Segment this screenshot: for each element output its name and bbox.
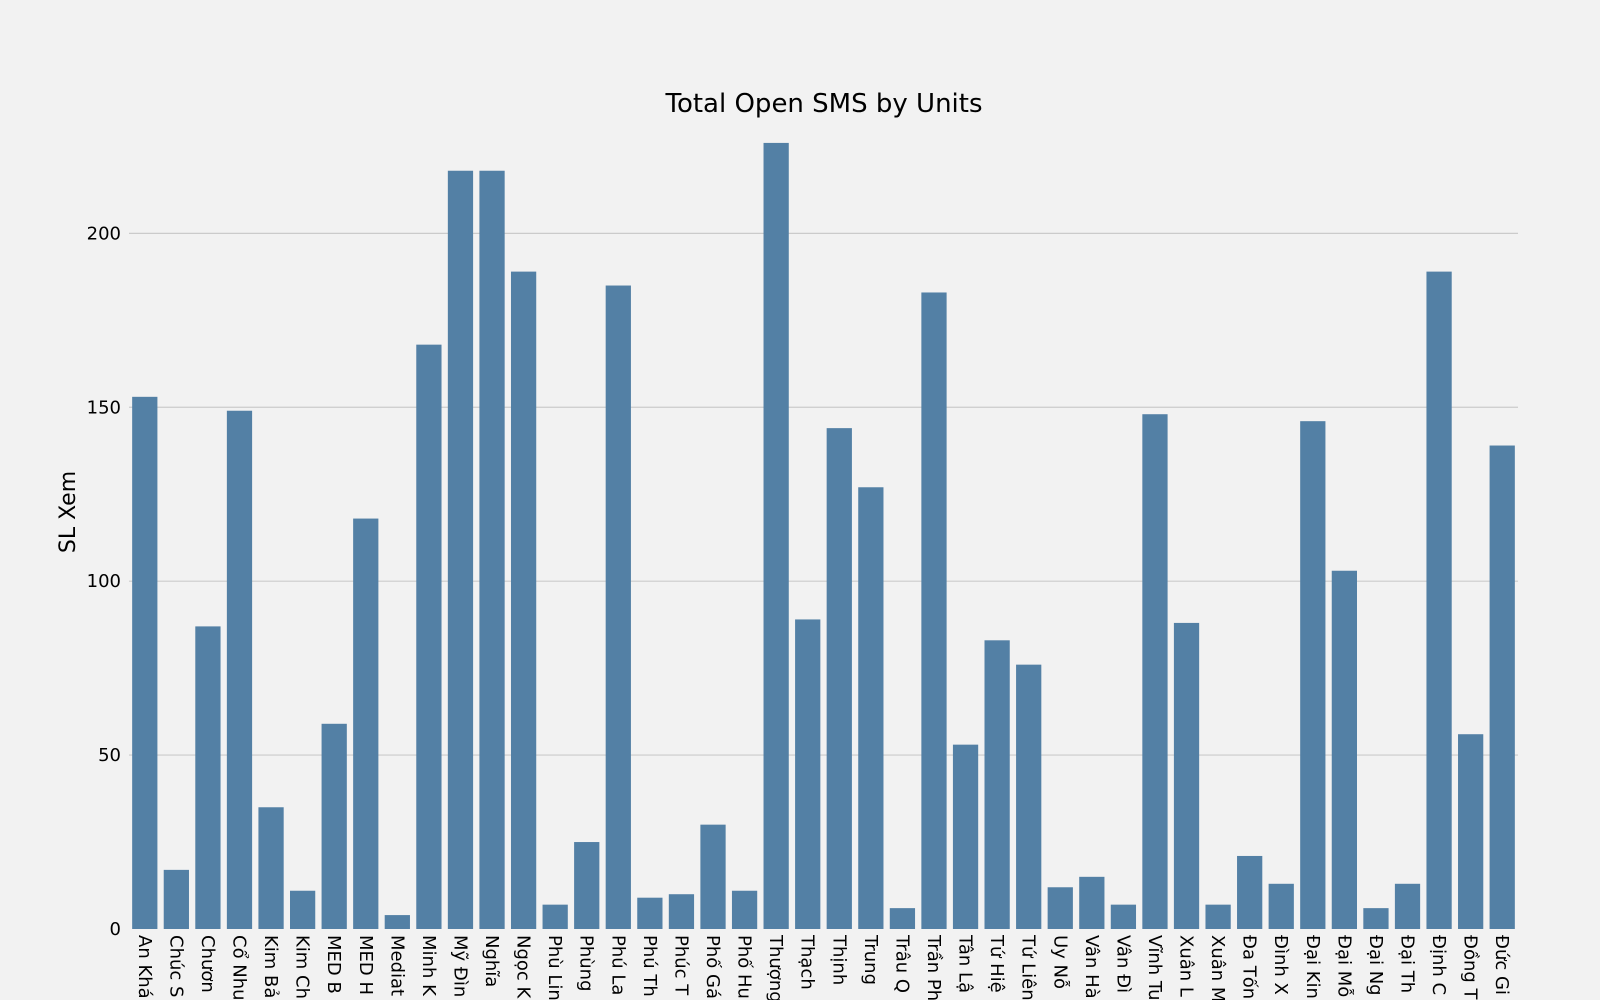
bar	[984, 640, 1010, 929]
x-tick-label: Tứ Liên	[1018, 934, 1039, 1000]
x-tick-label: Đại Th	[1397, 935, 1418, 993]
bar	[731, 890, 758, 929]
bar	[321, 723, 347, 929]
x-tick-label: Phù Lin	[544, 935, 565, 1000]
x-tick-label: Thịnh	[828, 934, 849, 985]
bar	[226, 410, 253, 929]
bar	[1300, 421, 1326, 929]
bar	[384, 915, 410, 929]
bar	[1489, 445, 1515, 929]
x-tick-label: Phùng	[576, 935, 597, 992]
y-axis-label: SL Xem	[56, 471, 81, 553]
x-tick-label: Tân Lậ	[955, 934, 976, 993]
bar	[826, 428, 852, 929]
bar	[1268, 883, 1294, 929]
x-axis-ticks: An Khá Chúc S Chươn Cổ Nhu Kim Bả Kim Ch MED B…	[134, 934, 1512, 1000]
x-tick-label: Kim Ch	[292, 935, 313, 999]
x-tick-label: Trần Ph	[923, 934, 944, 1000]
chart-title: Total Open SMS by Units	[664, 89, 982, 119]
x-tick-label: Phố Hu	[734, 935, 755, 999]
x-tick-label: Mỹ Đìn	[449, 935, 470, 997]
x-tick-label: Tứ Hiệ	[986, 934, 1007, 993]
bar	[574, 842, 600, 929]
bar	[447, 170, 474, 929]
x-tick-label: Đức Gi	[1491, 935, 1512, 995]
bar	[668, 894, 695, 929]
y-tick-label: 200	[87, 223, 121, 244]
bar	[510, 271, 537, 929]
x-tick-label: MED H	[355, 935, 376, 995]
y-tick-label: 150	[87, 397, 121, 418]
x-tick-label: Phú Th	[639, 935, 660, 997]
x-tick-label: Ngọc K	[513, 935, 534, 1000]
x-tick-label: An Khá	[134, 935, 155, 999]
x-tick-label: Vân Hà	[1081, 935, 1102, 999]
bar	[1458, 734, 1484, 929]
x-tick-label: Nghĩa	[481, 935, 502, 987]
bar	[1173, 622, 1200, 929]
bar	[195, 626, 221, 929]
x-tick-label: Mediat	[386, 935, 407, 996]
x-tick-label: Đại Ng	[1365, 935, 1386, 996]
bar	[1079, 876, 1105, 929]
bar	[605, 285, 631, 929]
bar	[1426, 271, 1452, 929]
bar	[1142, 414, 1168, 929]
x-tick-label: Minh K	[418, 935, 439, 997]
bar	[163, 869, 189, 929]
bar	[889, 908, 916, 929]
bar	[132, 396, 158, 930]
bar	[1394, 883, 1421, 929]
bar	[700, 824, 726, 929]
x-tick-label: Chúc S	[165, 935, 186, 997]
x-tick-label: MED B	[323, 935, 344, 994]
x-tick-label: Thượng	[765, 934, 786, 1000]
bar	[1331, 570, 1358, 929]
bar	[1363, 908, 1389, 929]
x-tick-label: Trung	[860, 934, 881, 985]
bar	[1205, 904, 1231, 929]
x-tick-label: Xuân L	[1176, 935, 1197, 997]
bar	[416, 344, 442, 929]
x-tick-label: Trâu Q	[891, 934, 912, 993]
x-tick-label: Định C	[1428, 935, 1449, 995]
x-tick-label: Đại Mỗ	[1333, 935, 1354, 997]
x-tick-label: Phú La	[607, 935, 628, 995]
x-tick-label: Cổ Nhu	[228, 935, 249, 1000]
bar	[795, 619, 821, 929]
bar	[1047, 887, 1073, 929]
y-tick-label: 50	[98, 745, 121, 766]
x-tick-label: Kim Bả	[260, 935, 281, 998]
bar	[1237, 855, 1263, 929]
x-tick-label: Phố Gá	[702, 935, 723, 999]
bar	[952, 744, 979, 929]
bar	[637, 897, 663, 929]
x-tick-label: Đình X	[1270, 935, 1291, 995]
bar	[763, 142, 789, 930]
y-tick-label: 0	[110, 919, 121, 940]
bar	[289, 890, 316, 929]
y-axis-ticks: 0 50 100 150 200	[87, 223, 121, 940]
bar	[258, 807, 284, 929]
bar	[479, 170, 505, 929]
x-tick-label: Vĩnh Tu	[1144, 935, 1165, 1000]
bar	[1016, 664, 1042, 929]
bar	[1110, 904, 1137, 929]
x-tick-label: Đa Tốn	[1239, 935, 1260, 999]
x-tick-label: Xuân M	[1207, 935, 1228, 1000]
x-tick-label: Đại Kin	[1302, 935, 1323, 999]
y-tick-label: 100	[87, 571, 121, 592]
x-tick-label: Uy Nỗ	[1049, 935, 1070, 989]
x-tick-label: Chươn	[197, 935, 218, 993]
bar	[542, 904, 568, 929]
x-tick-label: Thạch	[797, 934, 818, 990]
x-tick-label: Đồng T	[1460, 935, 1481, 1000]
bars	[132, 142, 1515, 930]
bar	[353, 518, 379, 929]
bar	[858, 487, 884, 929]
x-tick-label: Phúc T	[670, 935, 691, 996]
bar	[921, 292, 947, 929]
x-tick-label: Vân Đì	[1112, 935, 1133, 993]
